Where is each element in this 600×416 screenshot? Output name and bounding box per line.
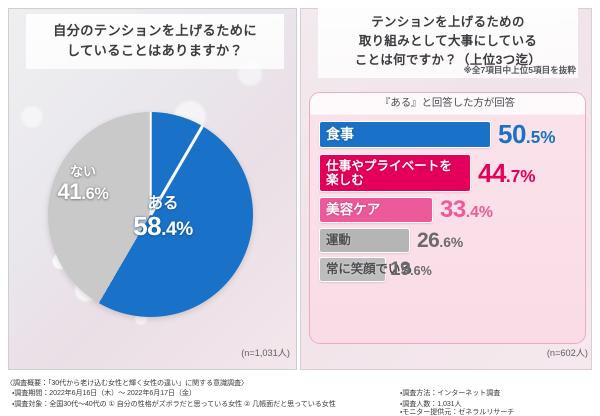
bar-label-shigoto: 仕事やプライベートを 楽しむ (326, 158, 452, 187)
right-sample-size: (n=602人) (546, 348, 588, 358)
footer-overview: 〈調査概要：「30代から老け込む女性と輝く女性の違い」に関する意識調査〉 (6, 379, 248, 387)
footer-target: ・調査対象：全国30代〜40代の ① 自分の性格がズボラだと思っている女性 ② … (12, 400, 336, 408)
bar-row: 常に笑顔でいる 19.6% (319, 257, 579, 282)
pie-label-nai: ない 41.6% (33, 165, 133, 203)
footer-count: ・調査人数：1,031人 (400, 400, 462, 408)
right-panel-title: テンションを上げるための 取り組みとして大事にしている ことは何ですか？（上位3つ迄… (318, 6, 578, 78)
bar-fill-shigoto: 仕事やプライベートを 楽しむ (319, 154, 471, 192)
bar-label-biyo: 美容ケア (326, 202, 381, 218)
footer: 〈調査概要：「30代から老け込む女性と輝く女性の違い」に関する意識調査〉 ・調査… (0, 374, 600, 416)
bar-row: 仕事やプライベートを 楽しむ 44.7% (319, 154, 579, 192)
bar-value-biyo: 33.4% (440, 196, 493, 223)
bar-label-shokuji: 食事 (326, 126, 354, 143)
bar-label-undo: 運動 (326, 233, 351, 248)
left-sample-size: (n=1,031人) (241, 348, 290, 358)
bar-list: 食事 50.5% 仕事やプライベートを 楽しむ 44.7% 美容ケア 33.4% … (319, 119, 579, 286)
footer-period: ・調査期間：2022年6月16日（木）〜 2022年6月17日（金） (12, 389, 196, 397)
right-panel-note: ※全7項目中上位5項目を抜粋 (463, 65, 576, 75)
bar-fill-egao: 常に笑顔でいる (319, 257, 413, 282)
bar-value-shokuji: 50.5% (498, 119, 556, 149)
bar-label-egao: 常に笑顔でいる (326, 262, 413, 277)
pie-label-aru: ある 58.4% (108, 195, 218, 242)
pie-divider-top (149, 112, 152, 215)
bar-fill-biyo: 美容ケア (319, 197, 433, 223)
bar-fill-shokuji: 食事 (319, 121, 491, 148)
bar-fill-undo: 運動 (319, 228, 410, 253)
bar-row: 美容ケア 33.4% (319, 196, 579, 224)
bar-value-undo: 26.6% (417, 228, 464, 252)
bar-chart-panel: 『ある』と回答した方が回答 食事 50.5% 仕事やプライベートを 楽しむ 44.… (309, 92, 586, 344)
pie-slice-name-aru: ある (147, 195, 179, 212)
footer-method: ・調査方法：インターネット調査 (400, 389, 501, 397)
bar-value-egao: 19.6% (390, 258, 432, 280)
footer-monitor: ・モニター提供元：ゼネラルリサーチ (400, 408, 515, 416)
pie-chart (48, 112, 253, 317)
bar-row: 運動 26.6% (319, 228, 579, 253)
pie-slice-value-aru: 58.4% (133, 211, 193, 242)
bar-panel-header: 『ある』と回答した方が回答 (310, 93, 585, 114)
left-panel-title: 自分のテンションを上げるために していることはありますか？ (26, 14, 284, 70)
pie-slice-value-nai: 41.6% (57, 178, 109, 204)
bar-value-shigoto: 44.7% (478, 157, 536, 188)
bar-row: 食事 50.5% (319, 119, 579, 150)
pie-slice-name-nai: ない (69, 164, 96, 179)
